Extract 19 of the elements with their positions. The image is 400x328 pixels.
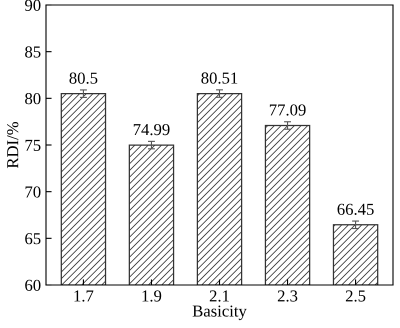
x-tick-label: 1.7 bbox=[74, 290, 94, 302]
x-axis-title: Basicity bbox=[192, 305, 247, 320]
y-tick-label: 60 bbox=[25, 280, 41, 291]
y-tick-label: 85 bbox=[25, 46, 40, 58]
data-label: 74.99 bbox=[134, 124, 170, 136]
y-tick-label: 75 bbox=[26, 140, 40, 151]
data-label: 77.09 bbox=[270, 104, 306, 116]
y-axis-title: RDI/% bbox=[7, 122, 18, 168]
y-tick-label: 90 bbox=[25, 0, 41, 11]
data-label: 66.45 bbox=[338, 204, 374, 215]
data-label: 80.5 bbox=[69, 72, 98, 84]
y-tick-label: 70 bbox=[26, 186, 41, 198]
x-tick-label: 2.1 bbox=[210, 290, 229, 302]
data-label: 80.51 bbox=[201, 72, 238, 84]
y-tick-label: 65 bbox=[25, 233, 40, 244]
x-tick-label: 2.3 bbox=[278, 290, 298, 302]
y-tick-label: 80 bbox=[25, 93, 41, 104]
x-tick-label: 2.5 bbox=[346, 290, 366, 302]
x-tick-label: 1.9 bbox=[142, 290, 162, 302]
